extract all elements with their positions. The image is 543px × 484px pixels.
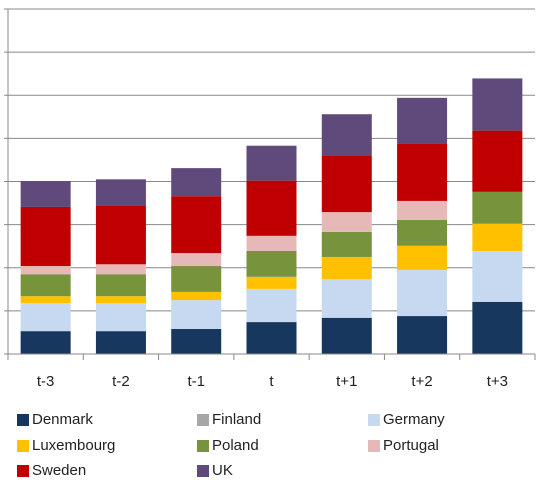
bar-segment xyxy=(321,317,372,354)
bar-segment xyxy=(20,296,71,304)
bar-segment xyxy=(246,250,297,277)
legend-swatch xyxy=(17,414,29,426)
bar-segment xyxy=(472,223,523,251)
bar-segment xyxy=(20,206,71,267)
bar-segment xyxy=(397,219,448,246)
bar-segment xyxy=(95,179,146,206)
x-tick-label: t-1 xyxy=(187,373,205,390)
bar-segment xyxy=(246,145,297,181)
legend-swatch xyxy=(368,414,380,426)
bar-segment xyxy=(472,130,523,192)
x-tick-label: t+3 xyxy=(487,373,508,390)
bar-segment xyxy=(472,250,523,302)
bar-segment xyxy=(246,180,297,236)
bar-segment xyxy=(472,191,523,224)
bar-segment xyxy=(171,291,222,301)
bar-segment xyxy=(171,266,222,292)
legend-swatch xyxy=(197,440,209,452)
bar-segment xyxy=(246,322,297,354)
legend-label: Germany xyxy=(383,411,445,428)
bar-segment xyxy=(397,143,448,201)
bar-segment xyxy=(171,168,222,197)
x-tick-label: t+1 xyxy=(336,373,357,390)
bar-segment xyxy=(95,296,146,304)
legend-swatch xyxy=(197,414,209,426)
bar-segment xyxy=(95,205,146,265)
bar-segment xyxy=(397,97,448,144)
bar-segment xyxy=(472,78,523,131)
legend-swatch xyxy=(17,440,29,452)
bar-segment xyxy=(20,274,71,297)
bar-segment xyxy=(321,155,372,213)
bar-segment xyxy=(20,331,71,354)
legend-label: Finland xyxy=(212,411,261,428)
legend-swatch xyxy=(197,465,209,477)
bar-segment xyxy=(472,301,523,354)
bar-segment xyxy=(397,269,448,317)
x-tick-label: t xyxy=(269,373,274,390)
bar-segment xyxy=(95,274,146,297)
bar-segment xyxy=(246,288,297,323)
legend-label: Portugal xyxy=(383,437,439,454)
legend-swatch xyxy=(17,465,29,477)
bar-segment xyxy=(321,231,372,257)
bar-segment xyxy=(246,235,297,251)
bar-segment xyxy=(321,256,372,279)
x-tick-label: t-2 xyxy=(112,373,130,390)
bar-segment xyxy=(20,303,71,332)
bar-segment xyxy=(20,266,71,275)
bar-segment xyxy=(171,196,222,254)
legend-label: UK xyxy=(212,462,233,479)
bar-segment xyxy=(171,253,222,267)
bar-segment xyxy=(321,212,372,232)
bar-segment xyxy=(397,245,448,270)
bar-segment xyxy=(95,264,146,275)
legend-label: Luxembourg xyxy=(32,437,115,454)
bar-segment xyxy=(20,181,71,207)
legend-label: Sweden xyxy=(32,462,86,479)
bar-segment xyxy=(321,114,372,156)
bar-segment xyxy=(95,331,146,354)
bar-segment xyxy=(397,316,448,354)
legend-swatch xyxy=(368,440,380,452)
bar-segment xyxy=(397,200,448,220)
x-tick-label: t+2 xyxy=(411,373,432,390)
legend-label: Denmark xyxy=(32,411,93,428)
legend-label: Poland xyxy=(212,437,259,454)
bar-segment xyxy=(321,278,372,318)
x-tick-label: t-3 xyxy=(37,373,55,390)
bar-segment xyxy=(246,276,297,289)
bar-segment xyxy=(171,300,222,329)
bar-segment xyxy=(95,303,146,332)
bar-segment xyxy=(171,328,222,354)
